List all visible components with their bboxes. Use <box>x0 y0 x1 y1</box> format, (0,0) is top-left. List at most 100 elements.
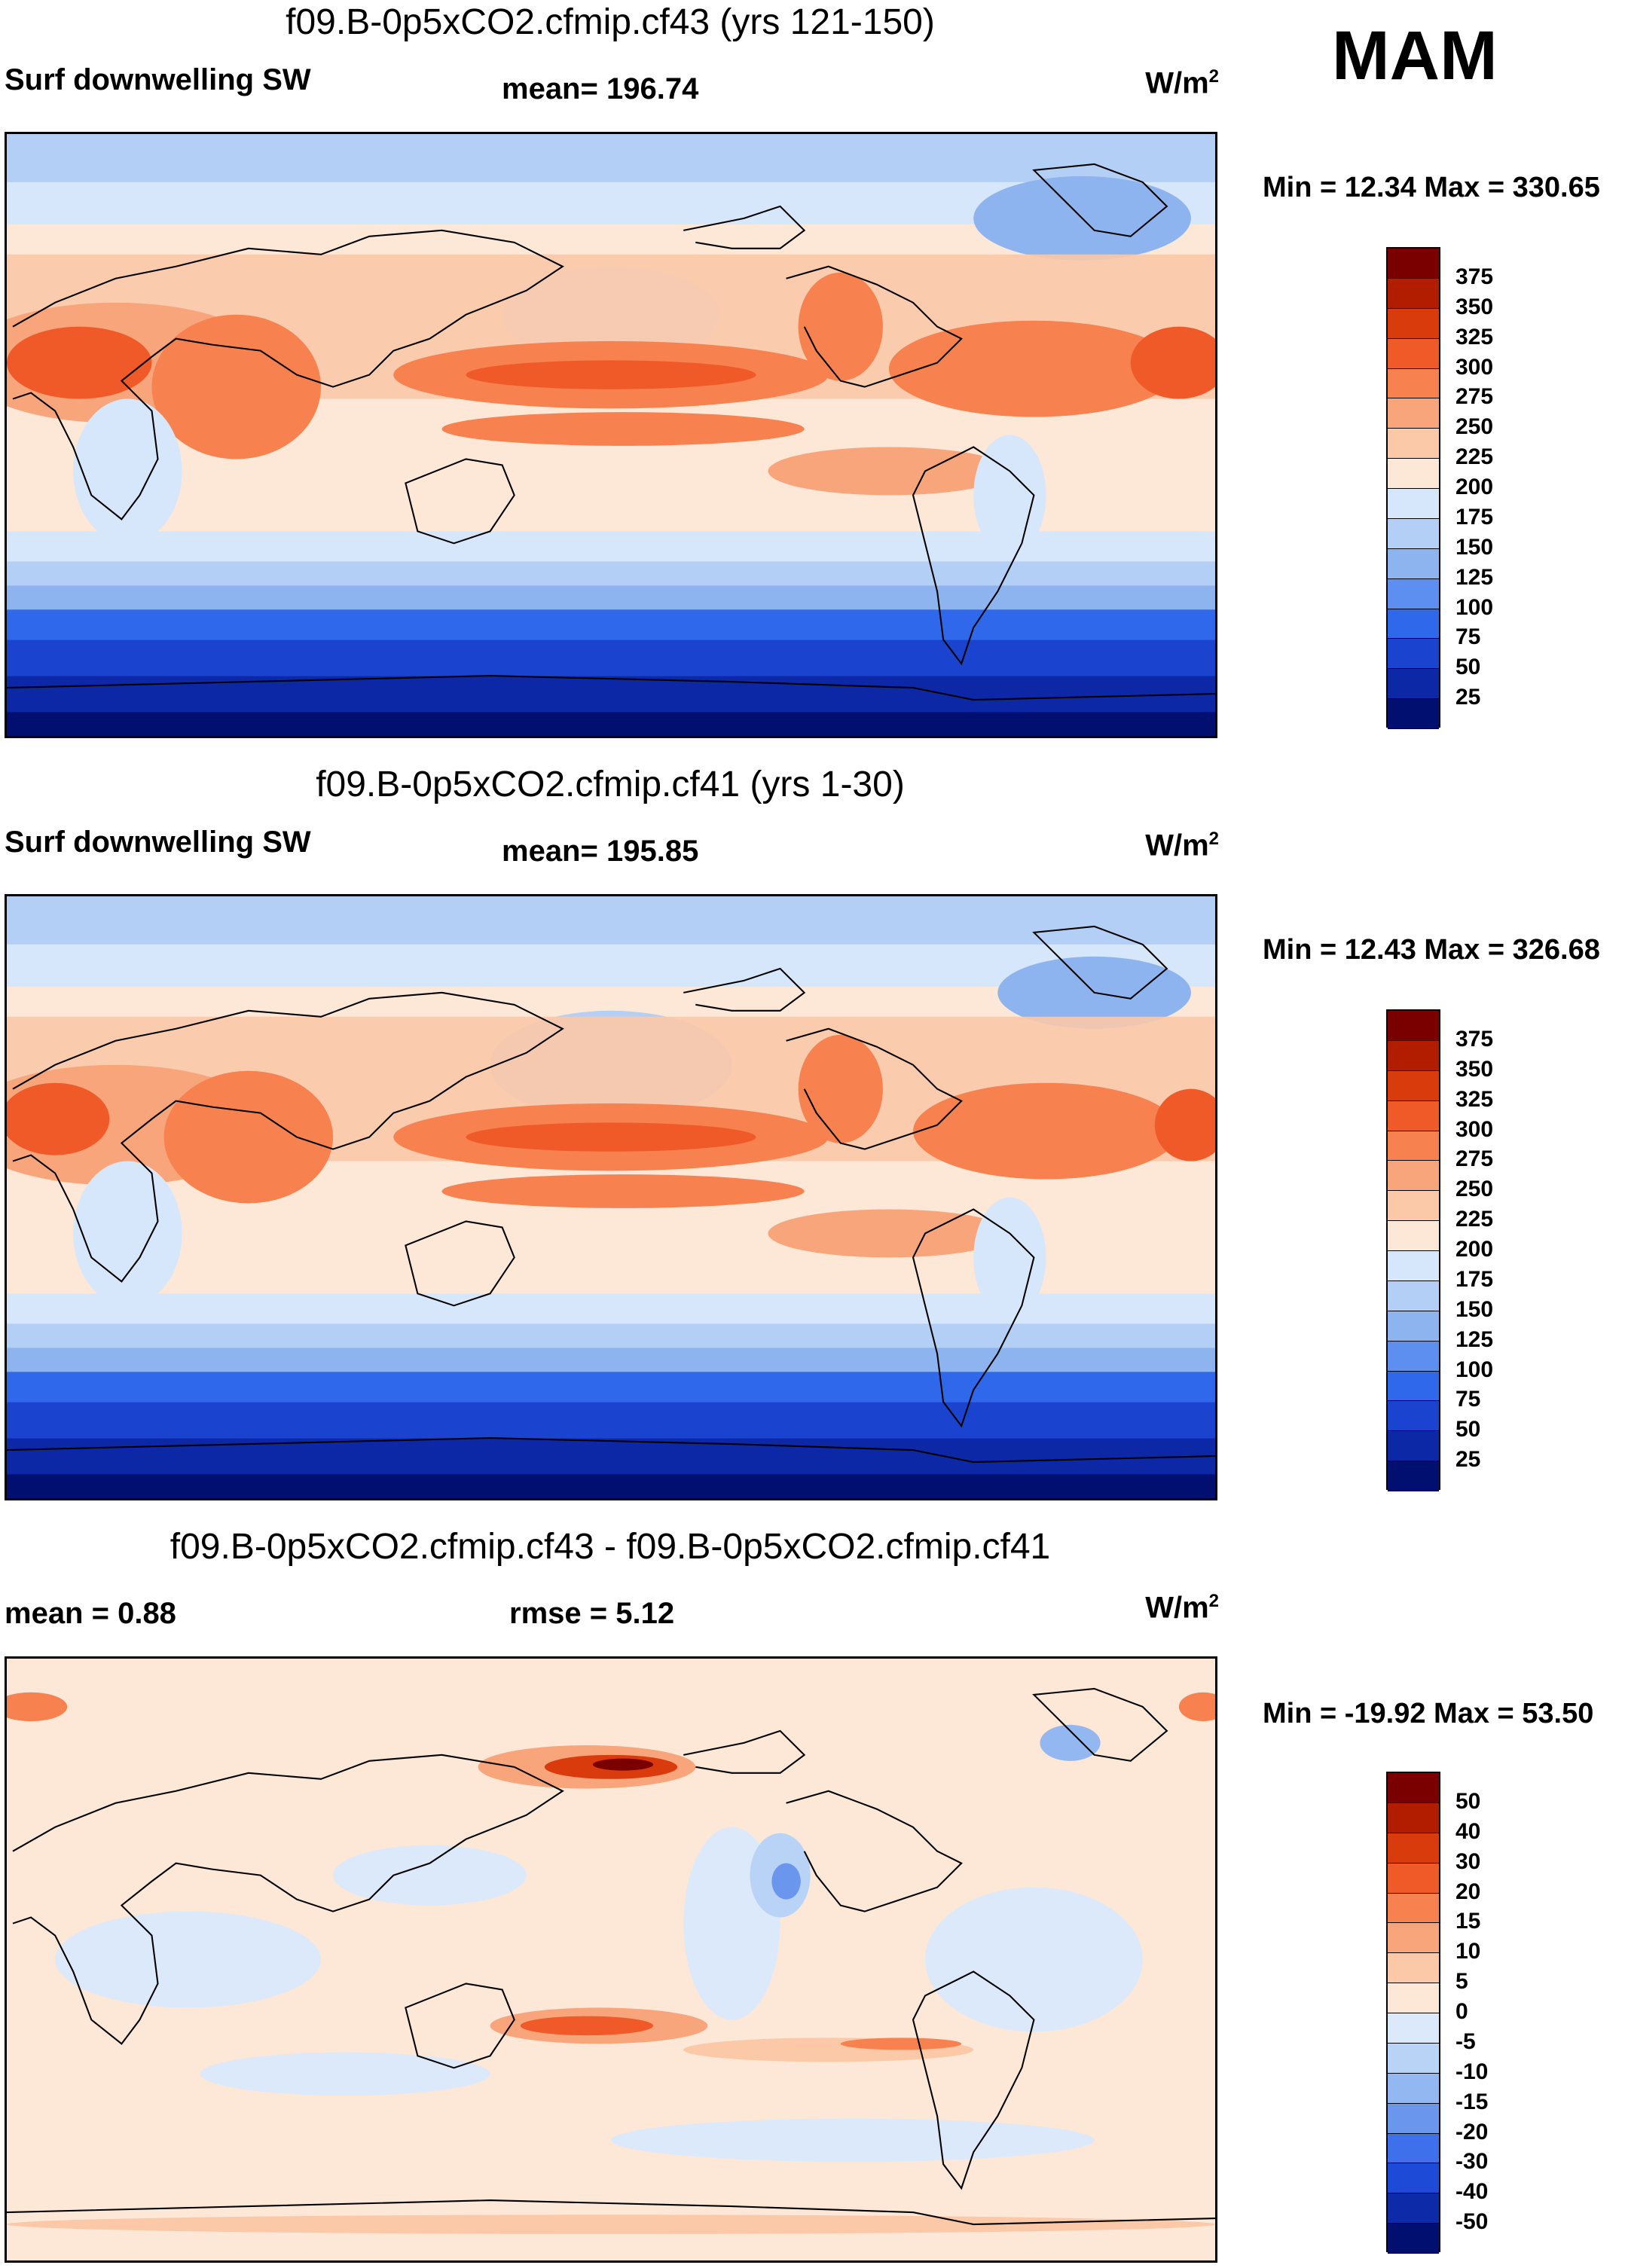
colorbar-tick-label: 125 <box>1455 564 1494 590</box>
panel3-map <box>5 1656 1217 2263</box>
colorbar-tick-label: 200 <box>1455 1237 1494 1262</box>
colorbar-segment <box>1388 1893 1439 1924</box>
colorbar-segment <box>1388 308 1439 339</box>
colorbar-tick-label: 375 <box>1455 264 1494 289</box>
colorbar-segment <box>1388 1131 1439 1161</box>
colorbar-tick-label: 300 <box>1455 354 1494 380</box>
panel3-mean: mean = 0.88 <box>5 1597 176 1630</box>
colorbar-tick-label: 300 <box>1455 1116 1494 1142</box>
colorbar-tick-label: 5 <box>1455 1969 1468 1995</box>
colorbar-tick-label: 275 <box>1455 1146 1494 1172</box>
colorbar-segment <box>1388 1281 1439 1311</box>
colorbar-segment <box>1388 1923 1439 1954</box>
colorbar-segment <box>1388 1221 1439 1251</box>
colorbar-segment <box>1388 609 1439 639</box>
colorbar-segment <box>1388 2224 1439 2254</box>
colorbar-segment <box>1388 1431 1439 1462</box>
colorbar-segment <box>1388 278 1439 309</box>
colorbar-tick-label: -10 <box>1455 2059 1489 2084</box>
colorbar-tick-label: -15 <box>1455 2089 1489 2114</box>
colorbar-tick-label: 40 <box>1455 1818 1481 1844</box>
colorbar-segment <box>1388 338 1439 369</box>
panel3-colorbar <box>1386 1772 1440 2254</box>
colorbar-tick-label: 325 <box>1455 324 1494 350</box>
colorbar-segment <box>1388 1773 1439 1803</box>
colorbar-segment <box>1388 1011 1439 1041</box>
panel1-map <box>5 132 1217 738</box>
season-label: MAM <box>1332 17 1498 94</box>
colorbar-segment <box>1388 249 1439 279</box>
colorbar-segment <box>1388 429 1439 459</box>
colorbar-segment <box>1388 2133 1439 2164</box>
colorbar-segment <box>1388 578 1439 609</box>
panel3-field <box>7 1659 1215 2260</box>
panel2-variable: Surf downwelling SW <box>5 826 311 859</box>
colorbar-segment <box>1388 1191 1439 1222</box>
colorbar-tick-label: 175 <box>1455 504 1494 530</box>
panel2-field <box>7 896 1215 1498</box>
panel3-minmax: Min = -19.92 Max = 53.50 <box>1263 1698 1594 1729</box>
colorbar-tick-label: 30 <box>1455 1848 1481 1874</box>
panel2-minmax: Min = 12.43 Max = 326.68 <box>1263 934 1600 966</box>
colorbar-segment <box>1388 398 1439 429</box>
colorbar-segment <box>1388 1833 1439 1864</box>
colorbar-tick-label: 200 <box>1455 475 1494 499</box>
panel1-title: f09.B-0p5xCO2.cfmip.cf43 (yrs 121-150) <box>286 2 935 42</box>
colorbar-segment <box>1388 489 1439 519</box>
colorbar-tick-label: 250 <box>1455 414 1494 440</box>
colorbar-segment <box>1388 2163 1439 2194</box>
panel2-colorbar <box>1386 1009 1440 1491</box>
colorbar-segment <box>1388 518 1439 549</box>
colorbar-segment <box>1388 1401 1439 1432</box>
colorbar-segment <box>1388 1983 1439 2013</box>
colorbar-segment <box>1388 639 1439 670</box>
panel1-minmax: Min = 12.34 Max = 330.65 <box>1263 172 1600 203</box>
colorbar-segment <box>1388 459 1439 489</box>
colorbar-tick-label: 50 <box>1455 1788 1481 1814</box>
colorbar-tick-label: -40 <box>1455 2179 1489 2205</box>
colorbar-tick-label: 175 <box>1455 1266 1494 1292</box>
colorbar-segment <box>1388 1251 1439 1281</box>
colorbar-tick-label: 75 <box>1455 1387 1481 1412</box>
panel3-rmse: rmse = 5.12 <box>509 1597 675 1630</box>
colorbar-tick-label: 275 <box>1455 384 1494 410</box>
panel1-variable: Surf downwelling SW <box>5 63 311 96</box>
panel3-title: f09.B-0p5xCO2.cfmip.cf43 - f09.B-0p5xCO2… <box>170 1527 1051 1567</box>
panel1-mean: mean= 196.74 <box>502 72 699 105</box>
colorbar-tick-label: 50 <box>1455 655 1481 680</box>
colorbar-tick-label: 25 <box>1455 1447 1481 1473</box>
colorbar-segment <box>1388 2103 1439 2134</box>
colorbar-tick-label: -5 <box>1455 2028 1476 2054</box>
colorbar-segment <box>1388 1100 1439 1131</box>
colorbar-segment <box>1388 1311 1439 1342</box>
colorbar-tick-label: 25 <box>1455 685 1481 710</box>
panel1-field <box>7 134 1215 736</box>
colorbar-segment <box>1388 699 1439 729</box>
colorbar-segment <box>1388 1161 1439 1192</box>
colorbar-tick-label: 325 <box>1455 1086 1494 1112</box>
colorbar-tick-label: 10 <box>1455 1939 1481 1964</box>
colorbar-segment <box>1388 548 1439 579</box>
colorbar-tick-label: -50 <box>1455 2209 1489 2235</box>
colorbar-segment <box>1388 1461 1439 1491</box>
colorbar-segment <box>1388 2073 1439 2104</box>
colorbar-tick-label: 225 <box>1455 1207 1494 1232</box>
colorbar-segment <box>1388 2043 1439 2074</box>
colorbar-segment <box>1388 1953 1439 1984</box>
colorbar-segment <box>1388 2013 1439 2044</box>
colorbar-tick-label: 250 <box>1455 1177 1494 1202</box>
colorbar-tick-label: 20 <box>1455 1879 1481 1904</box>
colorbar-tick-label: 100 <box>1455 594 1494 620</box>
colorbar-segment <box>1388 1863 1439 1894</box>
colorbar-tick-label: 350 <box>1455 294 1494 319</box>
colorbar-segment <box>1388 1802 1439 1833</box>
colorbar-tick-label: 225 <box>1455 444 1494 470</box>
panel2-title: f09.B-0p5xCO2.cfmip.cf41 (yrs 1-30) <box>316 765 905 804</box>
colorbar-tick-label: 375 <box>1455 1026 1494 1052</box>
colorbar-tick-label: 100 <box>1455 1357 1494 1382</box>
colorbar-segment <box>1388 368 1439 399</box>
panel2-units: W/m2 <box>1145 829 1219 862</box>
colorbar-segment <box>1388 669 1439 700</box>
colorbar-tick-label: -20 <box>1455 2119 1489 2144</box>
panel1-units: W/m2 <box>1145 66 1219 100</box>
